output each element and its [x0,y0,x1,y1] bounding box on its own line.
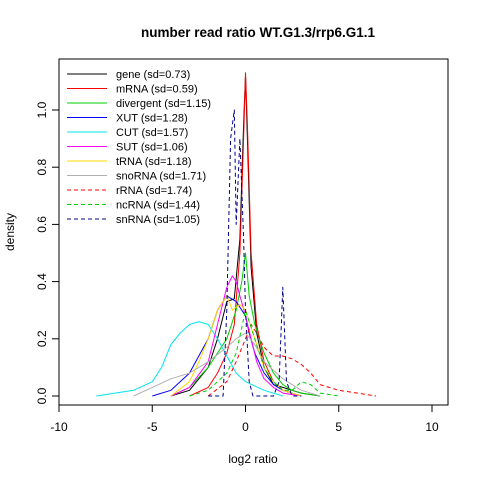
y-tick-label: 1.0 [35,101,49,118]
x-axis: -10 -5 0 5 10 [50,405,439,434]
legend-label: SUT (sd=1.06) [116,142,188,154]
y-axis: 0.0 0.2 0.4 0.6 0.8 1.0 [35,101,59,404]
legend-label: ncRNA (sd=1.44) [116,200,200,212]
y-tick-label: 0.4 [35,273,49,290]
series-layer [96,72,377,397]
x-tick-label: 5 [335,420,342,434]
series-line [170,75,321,397]
series-line [133,332,321,397]
legend-label: XUT (sd=1.28) [116,113,188,125]
y-tick-label: 0.6 [35,216,49,233]
x-tick-label: -5 [147,420,158,434]
x-tick-label: -10 [50,420,68,434]
legend-label: snoRNA (sd=1.71) [116,171,206,183]
legend-label: CUT (sd=1.57) [116,127,188,139]
legend-label: divergent (sd=1.15) [116,98,211,110]
y-axis-label: density [3,213,17,251]
y-tick-label: 0.0 [35,387,49,404]
x-tick-label: 0 [242,420,249,434]
y-tick-label: 0.2 [35,330,49,347]
plot-frame [58,58,449,406]
series-line [189,72,302,397]
series-line [207,324,377,397]
legend-label: gene (sd=0.73) [116,69,190,81]
legend-label: rRNA (sd=1.74) [116,185,192,197]
legend-label: tRNA (sd=1.18) [116,156,192,168]
y-tick-label: 0.8 [35,159,49,176]
series-line [208,109,302,397]
series-line [170,275,302,397]
x-tick-label: 10 [425,420,439,434]
chart-title: number read ratio WT.G1.3/rrp6.G1.1 [141,25,376,40]
legend-label: mRNA (sd=0.59) [116,84,198,96]
series-line [152,295,302,397]
legend-label: snRNA (sd=1.05) [116,214,200,226]
series-line [170,252,321,397]
series-line [96,321,283,397]
legend: gene (sd=0.73) mRNA (sd=0.59) divergent (s… [67,69,211,226]
x-axis-label: log2 ratio [228,452,278,466]
